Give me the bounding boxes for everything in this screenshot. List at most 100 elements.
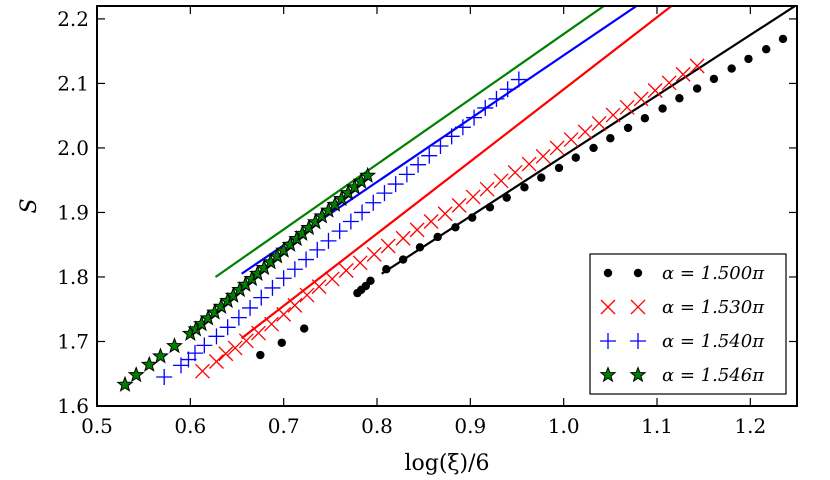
data-point: [156, 368, 173, 385]
legend-entry: α = 1.530π: [600, 297, 765, 318]
legend-marker: [629, 366, 647, 383]
data-point: [479, 181, 495, 197]
x-tick-label: 0.8: [361, 414, 393, 438]
data-point: [554, 163, 564, 173]
legend-marker: [630, 333, 646, 349]
data-point: [208, 328, 225, 345]
x-tick-label: 1.1: [641, 414, 673, 438]
y-tick-label: 2.0: [57, 136, 89, 160]
data-point: [499, 81, 516, 98]
legend-marker: [600, 333, 616, 349]
data-point: [359, 166, 377, 183]
legend-marker: [630, 299, 646, 315]
data-point: [165, 337, 183, 354]
data-point: [354, 204, 371, 221]
data-point: [409, 222, 425, 238]
data-point: [366, 276, 375, 286]
data-point: [421, 147, 438, 164]
data-point: [287, 297, 303, 313]
data-point: [778, 34, 788, 44]
data-point: [209, 354, 224, 369]
data-point: [563, 132, 579, 148]
data-point: [727, 64, 736, 73]
data-point: [380, 238, 396, 254]
data-point: [762, 45, 771, 54]
data-point: [423, 214, 439, 229]
legend-label: α = 1.540π: [662, 331, 765, 352]
data-point: [709, 74, 719, 84]
data-point: [324, 271, 340, 287]
legend-entry: α = 1.546π: [599, 365, 765, 386]
data-point: [502, 193, 511, 202]
data-point: [311, 279, 327, 295]
data-point: [151, 347, 169, 364]
data-point: [387, 176, 404, 193]
data-point: [338, 263, 354, 278]
data-point: [537, 173, 546, 182]
data-point: [395, 230, 411, 246]
data-point: [468, 213, 477, 222]
data-point: [477, 99, 494, 116]
data-point: [242, 299, 259, 316]
data-point: [352, 255, 368, 271]
data-point: [264, 316, 279, 332]
y-axis-label: S: [17, 198, 42, 213]
data-point: [675, 94, 684, 103]
data-point: [571, 153, 580, 162]
series-3: [116, 6, 606, 392]
data-point: [398, 255, 408, 264]
data-point: [744, 54, 753, 64]
data-point: [633, 91, 649, 107]
data-point: [196, 337, 213, 354]
data-point: [658, 104, 667, 113]
y-tick-label: 1.7: [57, 329, 89, 353]
data-point: [606, 134, 615, 143]
series-2: [156, 6, 639, 385]
data-point: [692, 84, 702, 93]
legend-marker: [599, 366, 617, 383]
data-point: [398, 166, 415, 183]
data-point: [187, 345, 203, 362]
plot-marks: [116, 6, 797, 392]
data-point: [264, 279, 281, 296]
x-tick-label: 1.2: [734, 414, 766, 438]
legend-marker: [633, 268, 643, 278]
data-point: [437, 206, 453, 222]
y-tick-label: 2.1: [57, 71, 89, 95]
data-point: [116, 375, 134, 392]
legend-marker: [603, 268, 613, 278]
data-point: [366, 246, 382, 262]
plot-frame: [96, 5, 798, 407]
data-point: [675, 66, 691, 82]
legend: α = 1.500π α = 1.530π α = 1.540π α = 1.546π: [589, 253, 787, 395]
y-tick-label: 1.6: [57, 394, 89, 418]
data-point: [640, 114, 650, 123]
series-1: [195, 6, 705, 379]
data-point: [331, 223, 348, 240]
data-point: [218, 346, 234, 362]
data-point: [286, 261, 303, 278]
data-point: [275, 270, 292, 287]
x-tick-label: 1.0: [548, 414, 580, 438]
fit-line: [214, 6, 606, 278]
legend-box: [589, 253, 787, 395]
data-point: [251, 325, 266, 341]
legend-entry: α = 1.500π: [603, 263, 765, 284]
data-point: [623, 123, 633, 133]
data-point: [433, 232, 442, 242]
data-point: [507, 164, 523, 180]
data-point: [493, 173, 509, 189]
series-0: [256, 6, 797, 360]
data-point: [535, 148, 551, 164]
data-point: [300, 324, 309, 333]
data-point: [510, 71, 527, 88]
data-point: [415, 243, 425, 252]
data-point: [127, 366, 145, 383]
data-point: [465, 189, 481, 205]
data-point: [277, 338, 286, 347]
data-point: [376, 185, 393, 202]
data-point: [577, 124, 593, 140]
y-tick-label: 1.9: [57, 200, 89, 224]
data-point: [342, 213, 359, 230]
